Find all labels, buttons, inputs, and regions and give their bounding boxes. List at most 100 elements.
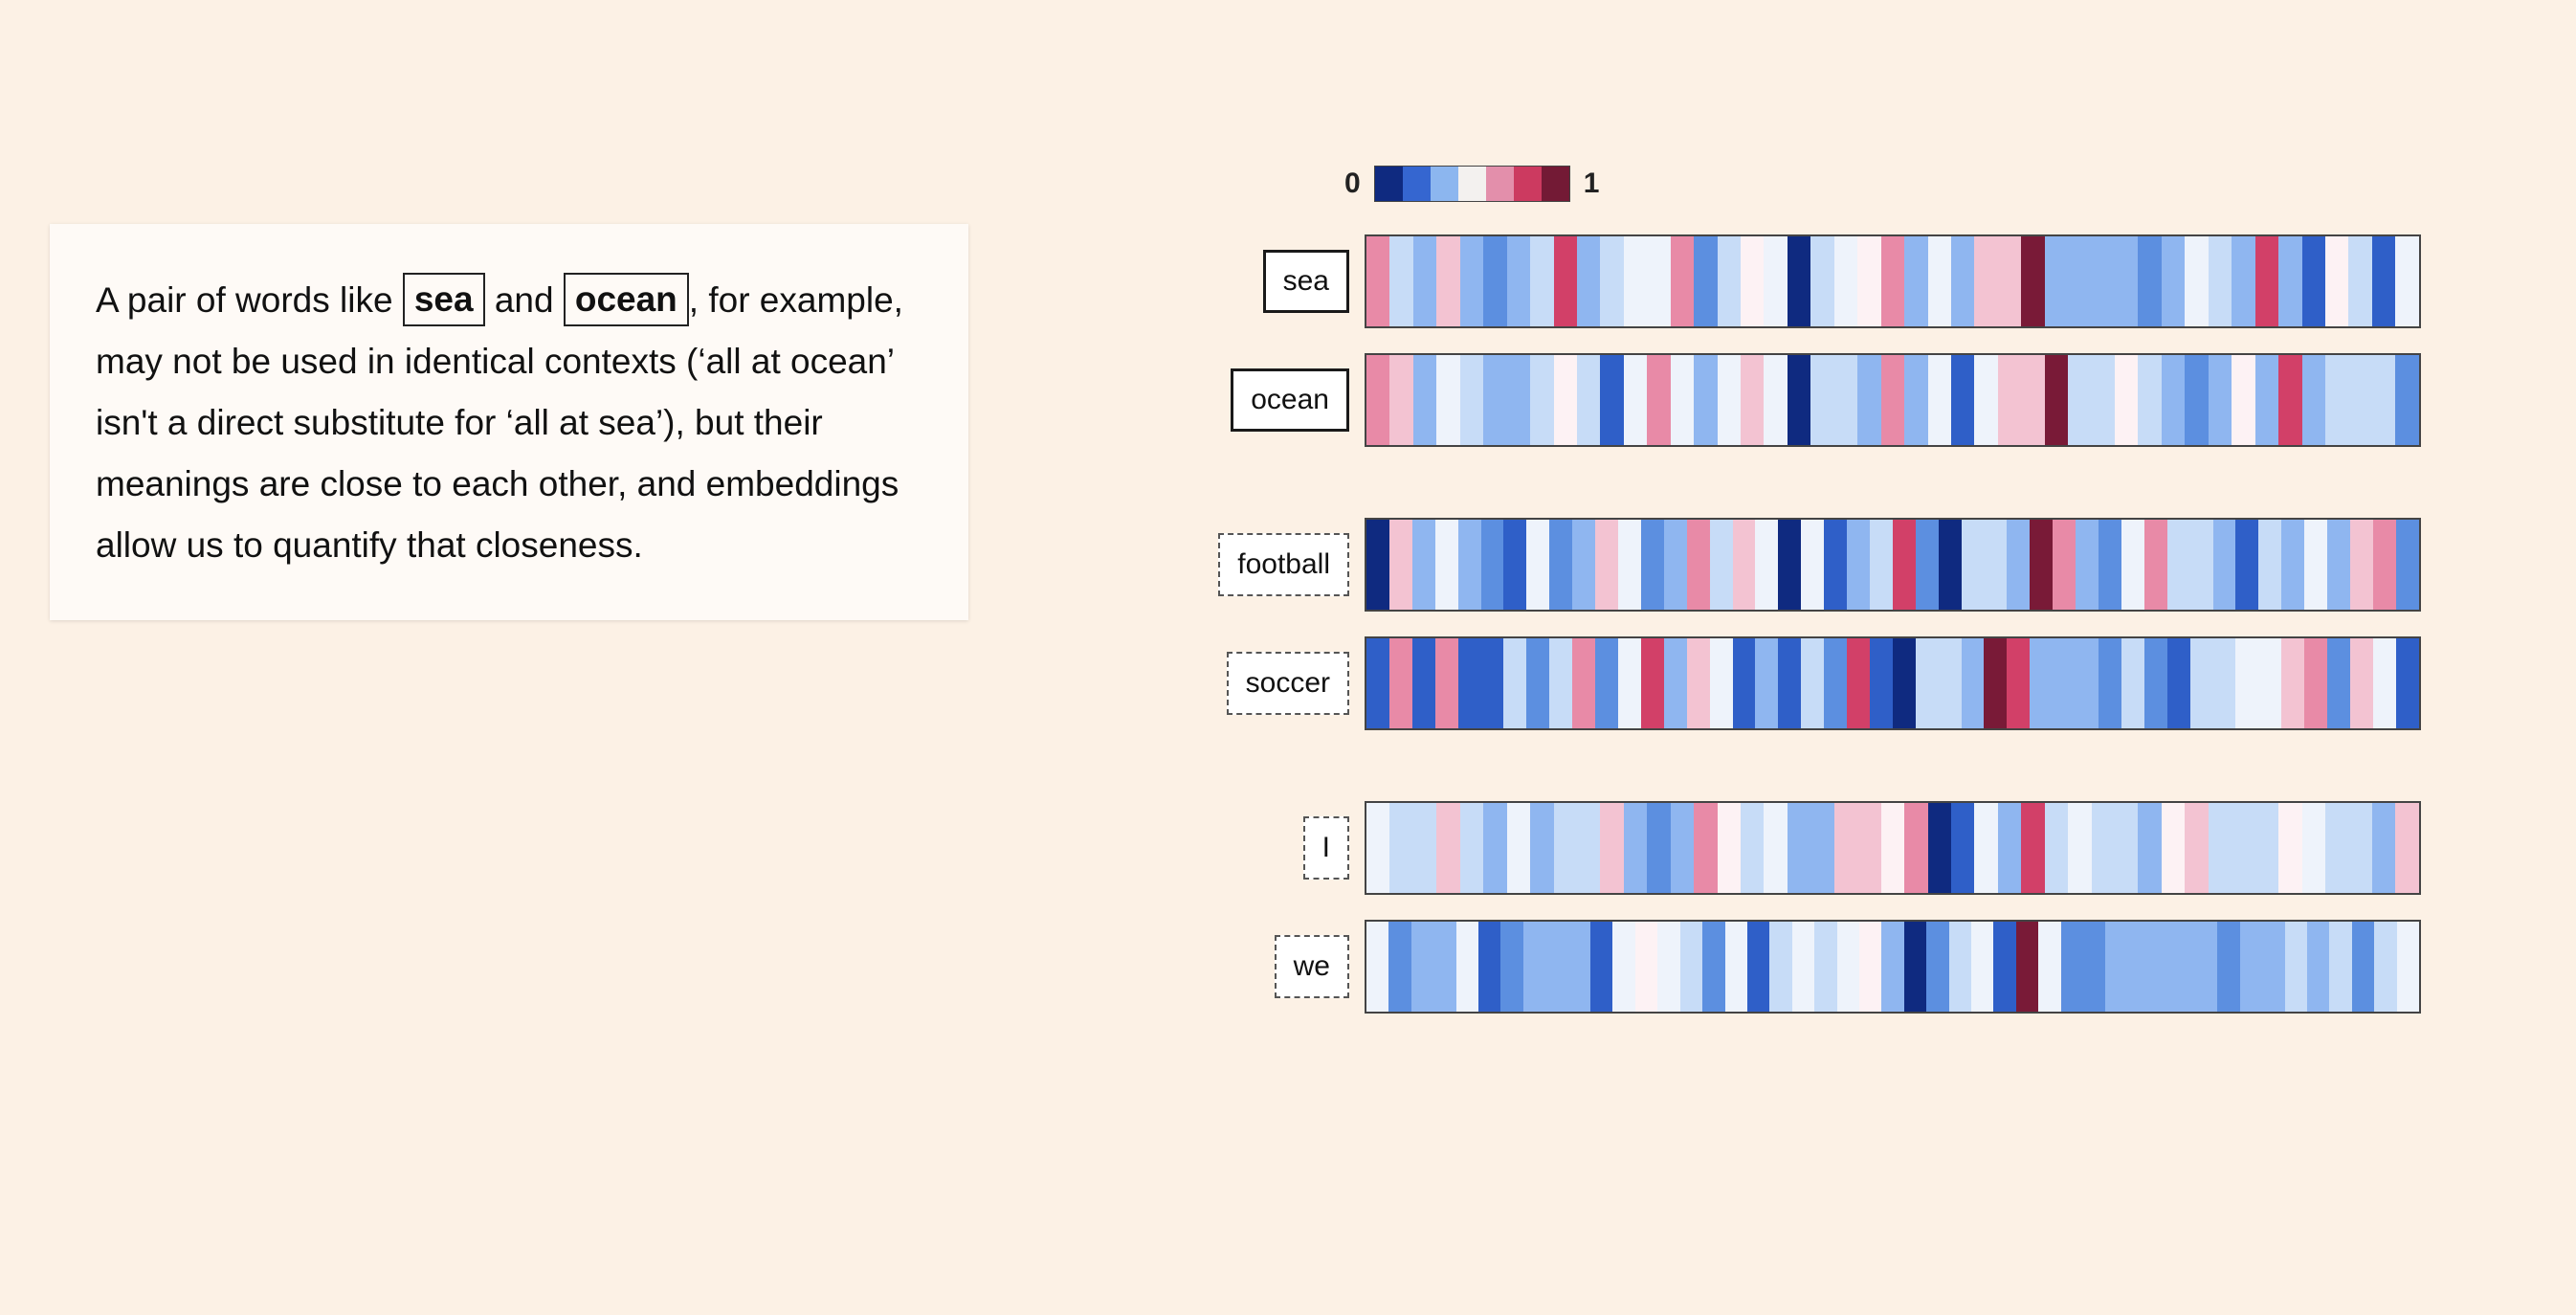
embedding-cell bbox=[2372, 520, 2396, 610]
embedding-cell bbox=[2121, 520, 2144, 610]
embedding-cell bbox=[2044, 355, 2069, 445]
embedding-cell bbox=[2395, 803, 2419, 893]
embedding-cell bbox=[2161, 355, 2186, 445]
embedding-cell bbox=[1974, 803, 1998, 893]
embedding-cell bbox=[2301, 803, 2325, 893]
embedding-cell bbox=[1412, 355, 1437, 445]
embedding-cell bbox=[2138, 803, 2162, 893]
legend-swatch bbox=[1374, 167, 1403, 201]
embedding-cell bbox=[2189, 638, 2213, 728]
embedding-cell bbox=[1530, 803, 1554, 893]
embedding-cell bbox=[1950, 355, 1975, 445]
embedding-cell bbox=[2374, 922, 2397, 1012]
embedding-cell bbox=[1647, 355, 1671, 445]
embedding-cell bbox=[1503, 638, 1527, 728]
embedding-cell bbox=[1814, 922, 1837, 1012]
embedding-cell bbox=[1576, 355, 1601, 445]
embedding-cell bbox=[1412, 803, 1437, 893]
embedding-strip-sea bbox=[1365, 234, 2421, 328]
embedding-cell bbox=[1411, 520, 1435, 610]
embedding-cell bbox=[1997, 355, 2022, 445]
embedding-cell bbox=[1612, 922, 1635, 1012]
embedding-cell bbox=[2138, 355, 2162, 445]
embedding-cell bbox=[1483, 236, 1507, 326]
embedding-cell bbox=[1478, 922, 1501, 1012]
embedding-cell bbox=[2284, 922, 2308, 1012]
embedding-cell bbox=[1647, 803, 1671, 893]
embedding-cell bbox=[1904, 803, 1928, 893]
embedding-cell bbox=[2166, 520, 2190, 610]
word-label-i: I bbox=[1302, 816, 1349, 880]
embedding-cell bbox=[2281, 638, 2305, 728]
embedding-cell bbox=[2307, 922, 2330, 1012]
embedding-cell bbox=[1679, 922, 1703, 1012]
embedding-cell bbox=[1366, 638, 1389, 728]
embedding-cell bbox=[1617, 638, 1641, 728]
embedding-strip-ocean bbox=[1365, 353, 2421, 447]
embedding-cell bbox=[1459, 803, 1484, 893]
embedding-cell bbox=[1778, 638, 1802, 728]
embedding-cell bbox=[2044, 803, 2069, 893]
embedding-cell bbox=[1833, 236, 1858, 326]
embedding-cell bbox=[1915, 520, 1939, 610]
embedding-cell bbox=[1732, 520, 1756, 610]
embedding-cell bbox=[2232, 355, 2255, 445]
embedding-cell bbox=[1857, 236, 1881, 326]
embedding-cell bbox=[2329, 922, 2352, 1012]
embedding-cell bbox=[1950, 803, 1975, 893]
embedding-cell bbox=[2212, 520, 2236, 610]
embedding-cell bbox=[2115, 803, 2139, 893]
embedding-cell bbox=[2208, 355, 2232, 445]
embedding-cell bbox=[1810, 803, 1834, 893]
embedding-cell bbox=[1824, 520, 1848, 610]
embedding-cell bbox=[2138, 236, 2162, 326]
embedding-cell bbox=[1927, 803, 1951, 893]
embedding-cell bbox=[2161, 236, 2186, 326]
embedding-strip-football bbox=[1365, 518, 2421, 612]
embedding-cell bbox=[2327, 520, 2350, 610]
embedding-cell bbox=[1595, 520, 1618, 610]
embedding-cell bbox=[1526, 638, 1550, 728]
embedding-cell bbox=[1709, 638, 1733, 728]
legend-color-bar bbox=[1373, 166, 1570, 202]
embedding-cell bbox=[1590, 922, 1613, 1012]
embedding-cell bbox=[1948, 922, 1971, 1012]
embedding-cell bbox=[2217, 922, 2240, 1012]
embedding-cell bbox=[1576, 236, 1601, 326]
embedding-cell bbox=[1764, 236, 1788, 326]
embedding-cell bbox=[1881, 922, 1904, 1012]
embedding-cell bbox=[2076, 520, 2099, 610]
embedding-cell bbox=[1746, 922, 1770, 1012]
embedding-cell bbox=[1483, 803, 1507, 893]
embedding-cell bbox=[2189, 520, 2213, 610]
embedding-cell bbox=[1915, 638, 1939, 728]
embedding-cell bbox=[2278, 355, 2302, 445]
embedding-cell bbox=[2212, 638, 2236, 728]
embedding-cell bbox=[1810, 355, 1834, 445]
embedding-cell bbox=[1892, 520, 1916, 610]
embedding-cell bbox=[2372, 638, 2396, 728]
embedding-cell bbox=[2021, 236, 2045, 326]
embedding-cell bbox=[1483, 355, 1507, 445]
embedding-cell bbox=[2254, 236, 2279, 326]
embedding-cell bbox=[1663, 520, 1687, 610]
embedding-cell bbox=[1997, 236, 2022, 326]
embedding-strip-we bbox=[1365, 920, 2421, 1014]
embedding-cell bbox=[2348, 236, 2372, 326]
embedding-cell bbox=[2007, 520, 2031, 610]
word-box-ocean: ocean bbox=[563, 273, 689, 327]
embedding-cell bbox=[2395, 236, 2419, 326]
embedding-cell bbox=[1961, 520, 1985, 610]
embedding-cell bbox=[1530, 236, 1554, 326]
embedding-cell bbox=[2258, 638, 2282, 728]
embedding-cell bbox=[2208, 236, 2232, 326]
text-intro: A pair of words like bbox=[96, 280, 403, 320]
embedding-cell bbox=[2262, 922, 2285, 1012]
embedding-cell bbox=[1724, 922, 1747, 1012]
embedding-cell bbox=[1880, 355, 1905, 445]
embedding-cell bbox=[1634, 922, 1658, 1012]
legend-min-label: 0 bbox=[1344, 167, 1361, 199]
embedding-cell bbox=[2068, 803, 2092, 893]
embedding-cell bbox=[2115, 236, 2139, 326]
embedding-cell bbox=[1833, 355, 1858, 445]
